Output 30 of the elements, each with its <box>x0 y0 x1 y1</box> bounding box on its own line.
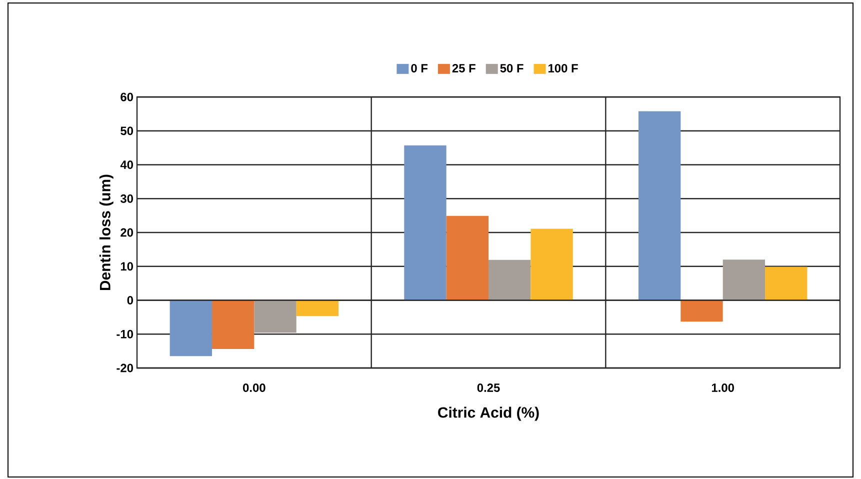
legend-label: 100 F <box>548 64 578 72</box>
y-tick-label: -20 <box>116 364 133 372</box>
y-tick-label: 0 <box>127 296 133 304</box>
x-tick-label: 0.25 <box>477 384 500 392</box>
bar <box>446 216 489 300</box>
bar <box>765 266 808 300</box>
bar <box>254 300 296 333</box>
legend-label: 25 F <box>452 64 476 72</box>
x-tick-label: 0.00 <box>243 384 266 392</box>
bar <box>488 260 531 300</box>
y-tick-label: 10 <box>120 262 133 271</box>
y-tick-label: 20 <box>120 228 133 237</box>
y-tick-label: 40 <box>120 160 133 169</box>
bar <box>170 300 212 356</box>
y-tick-label: 30 <box>120 194 133 203</box>
y-tick-label: 60 <box>120 92 133 102</box>
bar <box>296 300 339 316</box>
legend-label: 0 F <box>411 64 428 72</box>
legend-label: 50 F <box>500 64 524 72</box>
y-tick-label: 50 <box>120 126 133 136</box>
bar <box>680 300 723 322</box>
bar <box>212 300 254 350</box>
y-tick-label: -10 <box>116 330 133 338</box>
x-tick-label: 1.00 <box>712 384 734 392</box>
bar <box>638 111 681 300</box>
x-axis-title: Citric Acid (%) <box>438 406 539 421</box>
bar <box>530 228 573 300</box>
bar <box>404 145 446 300</box>
bar <box>722 260 766 300</box>
y-axis-title: Dentin loss (um) <box>99 174 114 290</box>
